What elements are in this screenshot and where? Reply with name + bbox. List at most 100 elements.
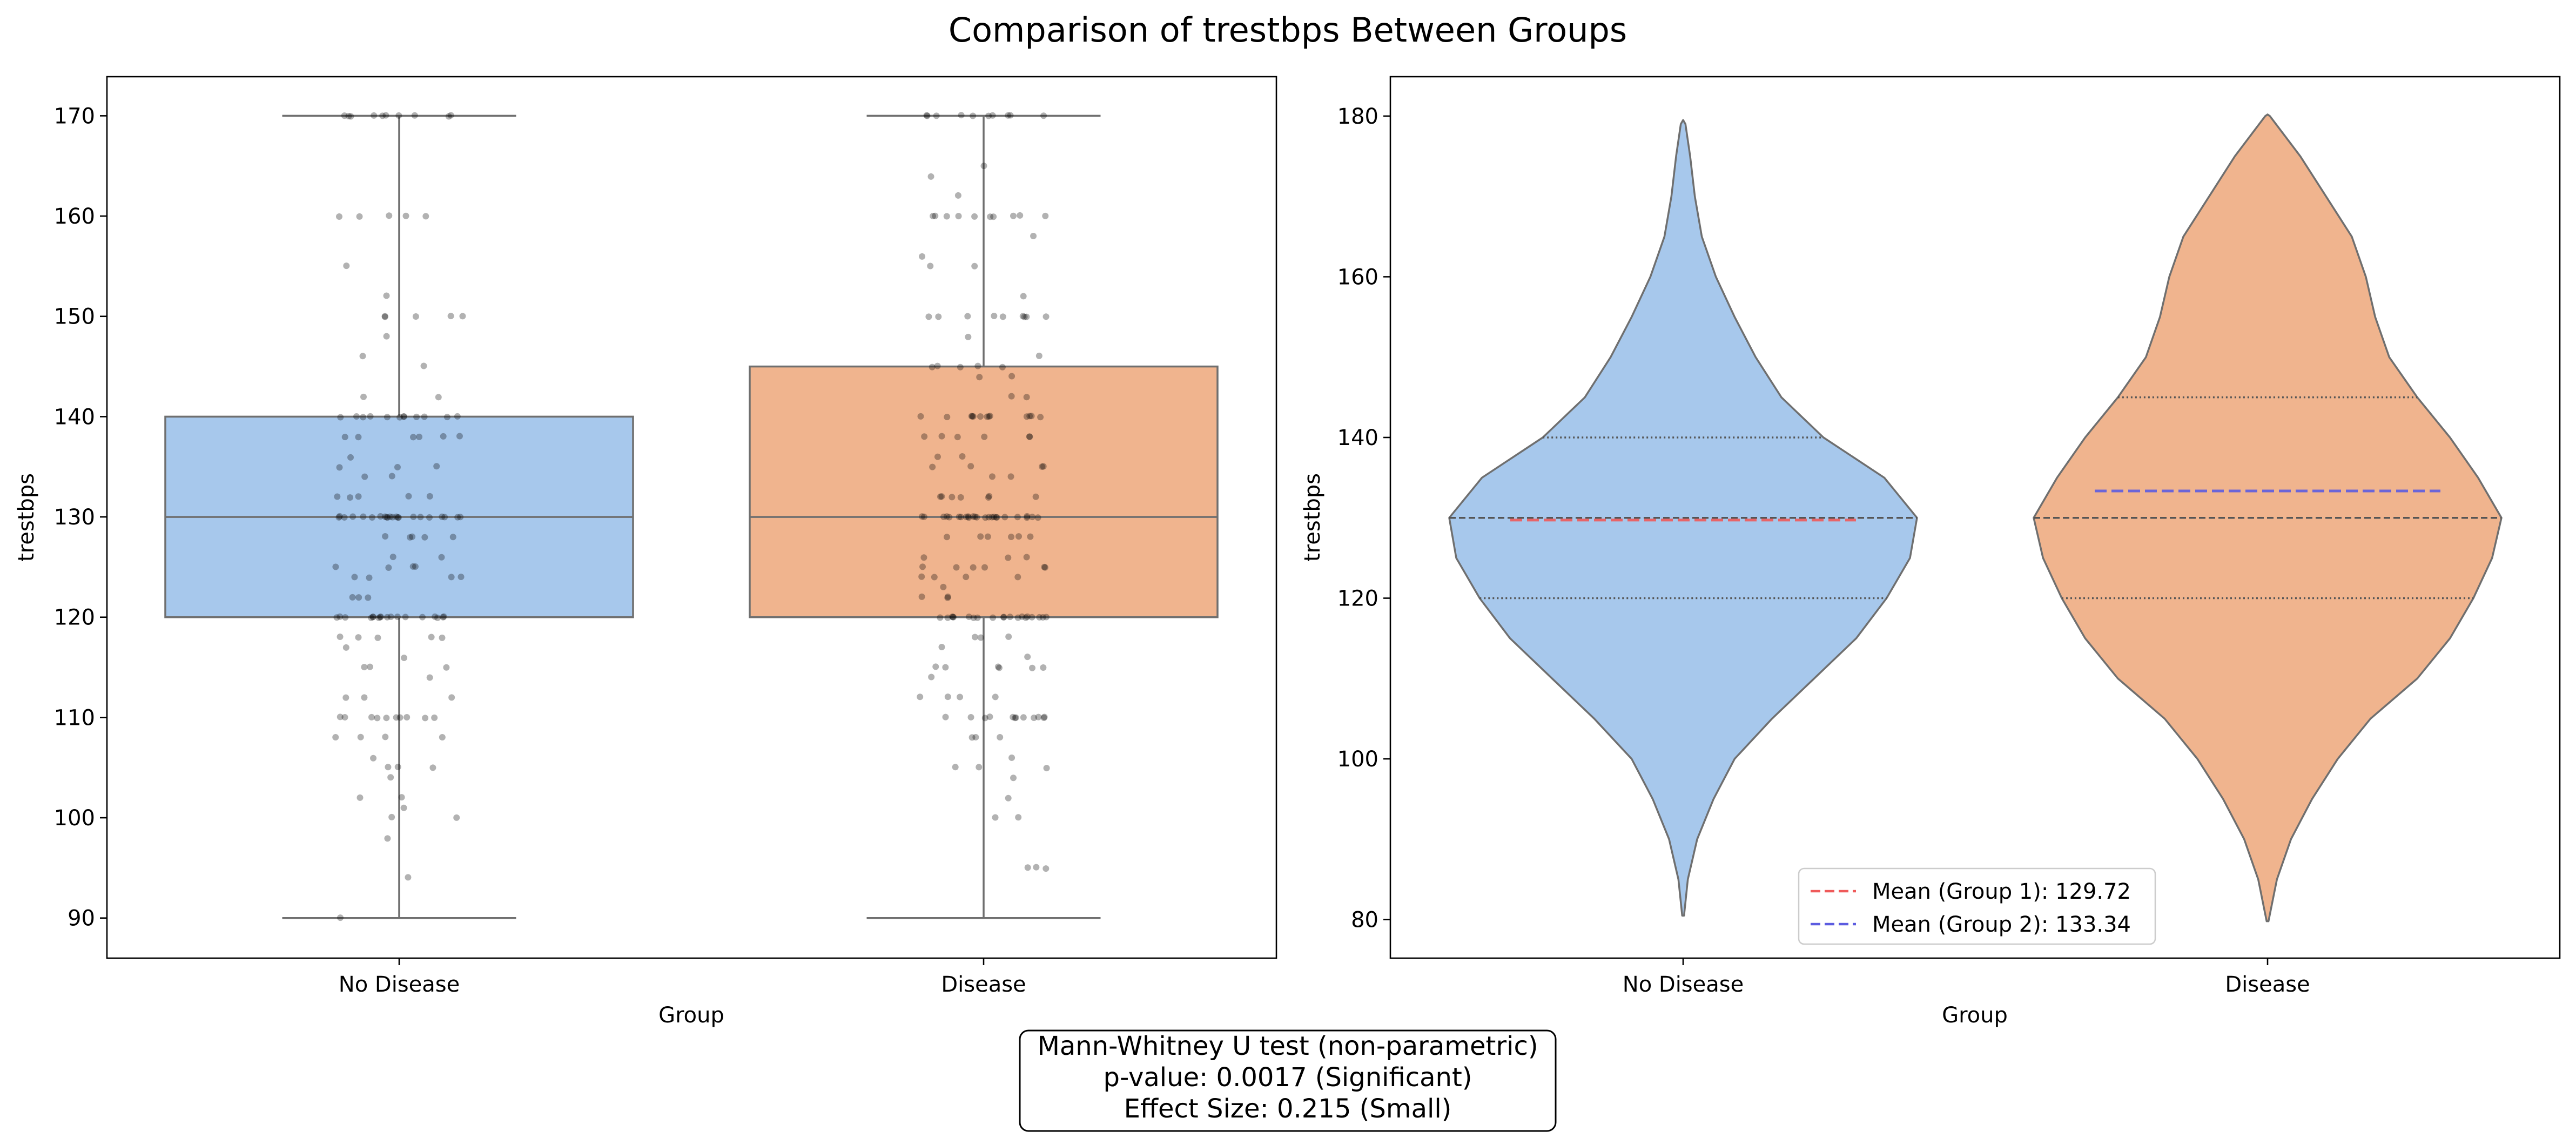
boxplot-data-point [987, 213, 994, 220]
legend-box [1798, 867, 2156, 945]
boxplot-data-point [401, 655, 408, 662]
boxplot-data-point [1001, 514, 1008, 521]
boxplot-data-point [381, 513, 388, 520]
boxplot-data-point [934, 453, 941, 460]
boxplot-data-point [1014, 574, 1021, 581]
violin-plot-area [1448, 113, 2503, 922]
boxplot-data-point [956, 513, 963, 520]
boxplot-data-point [985, 112, 992, 119]
boxplot-data-point [387, 513, 394, 520]
boxplot-data-point [1015, 814, 1022, 821]
boxplot-data-point [957, 363, 964, 371]
boxplot-data-point [1008, 754, 1015, 761]
boxplot-data-point [944, 614, 951, 621]
boxplot-data-point [1005, 112, 1012, 119]
boxplot-data-point [369, 614, 376, 621]
boxplot-data-point [420, 362, 427, 369]
boxplot-data-point [337, 713, 344, 720]
boxplot-data-point [429, 764, 436, 771]
boxplot-data-point [955, 213, 962, 220]
boxplot-data-point [971, 213, 978, 220]
boxplot-data-point [957, 693, 964, 701]
boxplot-data-point [1010, 775, 1017, 782]
boxplot-data-point [1035, 352, 1042, 359]
boxplot-data-point [336, 464, 343, 471]
boxplot-data-point [957, 514, 964, 521]
boxplot-data-point [386, 212, 393, 219]
boxplot-data-point [1029, 664, 1036, 671]
boxplot-data-point [443, 664, 450, 671]
boxplot-data-point [383, 715, 390, 722]
boxplot-data-point [337, 634, 344, 641]
boxplot-data-point [445, 113, 452, 120]
violin-y-tick-label: 140 [1337, 426, 1378, 450]
boxplot-box [749, 365, 1219, 618]
boxplot-data-point [927, 262, 934, 270]
boxplot-data-point [984, 413, 991, 420]
stats-effect-size: Effect Size: 0.215 (Small) [1124, 1094, 1452, 1124]
boxplot-data-point [965, 513, 972, 520]
boxplot-data-point [970, 564, 977, 571]
boxplot-data-point [990, 614, 997, 621]
boxplot-data-point [360, 414, 367, 421]
boxplot-data-point [443, 414, 450, 421]
boxplot-data-point [387, 613, 394, 620]
legend: Mean (Group 1): 129.72 Mean (Group 2): 1… [1798, 867, 2156, 945]
boxplot-data-point [980, 163, 987, 170]
boxplot-data-point [342, 694, 349, 701]
boxplot-data-point [964, 313, 971, 320]
boxplot-data-point [359, 353, 366, 360]
boxplot-data-point [949, 494, 956, 501]
boxplot-data-point [394, 614, 401, 621]
legend-label-mean-group-2: Mean (Group 2): 133.34 [1872, 912, 2131, 937]
boxplot-data-point [958, 112, 965, 119]
violin-y-axis-label: trestbps [1300, 473, 1325, 562]
boxplot-data-point [439, 634, 446, 641]
boxplot-data-point [985, 514, 992, 521]
boxplot-data-point [347, 454, 354, 461]
boxplot-data-point [447, 112, 454, 119]
boxplot-data-point [934, 362, 941, 369]
boxplot-y-ticks: 90 100 110 120 130 140 150 160 170 [54, 104, 107, 931]
violin-y-tick-label: 80 [1351, 908, 1378, 933]
boxplot-data-point [954, 192, 961, 199]
boxplot-data-point [334, 493, 341, 500]
boxplot-data-point [361, 664, 368, 671]
boxplot-data-point [448, 694, 455, 701]
boxplot-data-point [422, 213, 429, 220]
boxplot-data-point [919, 563, 926, 570]
boxplot-data-point [1024, 613, 1031, 620]
boxplot-data-point [970, 614, 977, 621]
boxplot-data-point [986, 413, 993, 420]
violin-y-ticks: 80 100 120 140 160 180 [1337, 104, 1390, 933]
boxplot-data-point [970, 112, 977, 119]
boxplot-data-point [1007, 112, 1014, 119]
boxplot-data-point [977, 634, 984, 641]
boxplot-data-point [981, 715, 988, 722]
boxplot-data-point [994, 663, 1001, 670]
boxplot-data-point [360, 393, 367, 400]
boxplot-data-point [387, 774, 394, 781]
boxplot-data-point [389, 514, 396, 521]
boxplot-data-point [938, 643, 945, 650]
boxplot-data-point [919, 253, 926, 260]
boxplot-data-point [355, 434, 362, 441]
boxplot-data-point [374, 715, 381, 722]
boxplot-data-point [431, 714, 438, 721]
boxplot-data-point [943, 513, 950, 520]
boxplot-data-point [959, 453, 966, 460]
boxplot-data-point [1006, 614, 1013, 621]
boxplot-data-point [1024, 514, 1031, 521]
boxplot-data-point [953, 564, 960, 571]
boxplot-data-point [1008, 534, 1015, 541]
boxplot-data-point [1012, 715, 1019, 722]
boxplot-data-point [409, 533, 416, 540]
stats-box-frame [1019, 1029, 1557, 1132]
boxplot-data-point [355, 594, 362, 601]
boxplot-data-point [967, 463, 974, 470]
boxplot-data-point [977, 413, 984, 420]
boxplot-data-point [332, 734, 339, 741]
boxplot-data-point [1021, 313, 1028, 320]
boxplot-data-point [930, 213, 937, 220]
violin-y-tick-label: 180 [1337, 104, 1378, 129]
